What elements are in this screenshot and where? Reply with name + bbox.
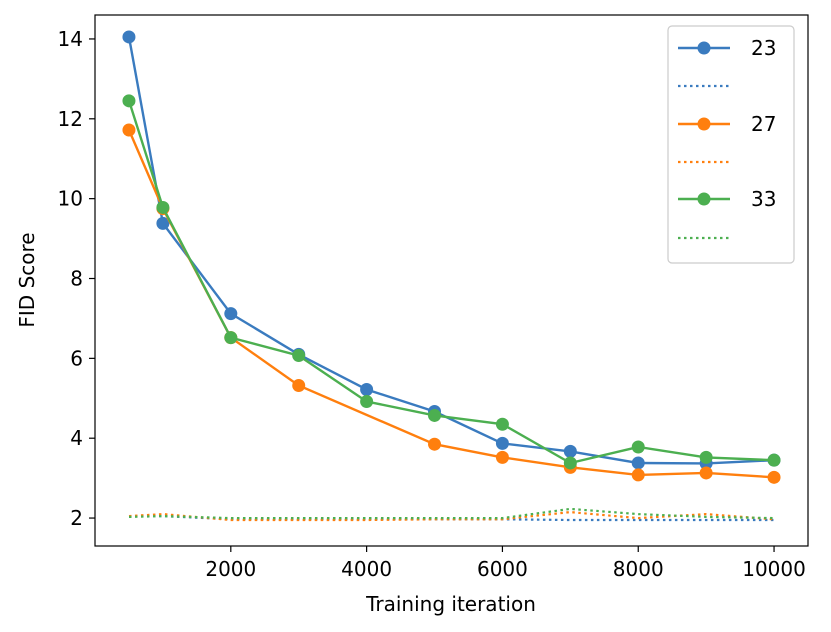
y-tick-label: 6 [70,346,83,370]
series-33-point [292,349,306,363]
series-27-point [495,450,509,464]
x-tick-label: 2000 [205,557,256,581]
series-23-point [224,307,238,321]
series-23-point [156,216,170,230]
series-27-point [122,123,136,137]
x-tick-label: 6000 [477,557,528,581]
series-23-point [122,30,136,44]
series-33-point [122,94,136,108]
y-tick-label: 14 [58,27,83,51]
series-dotted-5-line [128,507,775,520]
y-tick-label: 2 [70,506,83,530]
series-33-point [360,394,374,408]
series-27-point [631,468,645,482]
legend-marker [697,41,711,55]
legend: 23 27 33 [667,25,795,264]
series-33-point [767,453,781,467]
series-33-point [495,417,509,431]
y-tick-label: 10 [58,187,83,211]
series-27-point [767,470,781,484]
series-27-point [699,466,713,480]
series-23-point [631,456,645,470]
y-axis-label: FID Score [15,232,39,327]
legend-label: 27 [751,112,776,136]
series-33-point [428,408,442,422]
y-tick-label: 12 [58,107,83,131]
series-33-point [631,440,645,454]
y-tick-label: 8 [70,267,83,291]
series-23-point [495,436,509,450]
x-tick-label: 8000 [613,557,664,581]
series-27-point [292,379,306,393]
x-axis-label: Training iteration [365,592,536,616]
series-33-point [699,450,713,464]
legend-label: 33 [751,187,776,211]
series-27-point [428,437,442,451]
x-tick-label: 4000 [341,557,392,581]
legend-marker [697,192,711,206]
y-tick-label: 4 [70,426,83,450]
x-tick-label: 10000 [742,557,806,581]
series-23-point [563,444,577,458]
series-33-point [563,456,577,470]
series-23-point [360,382,374,396]
legend-box [667,25,795,264]
series-33-point [156,200,170,214]
legend-marker [697,117,711,131]
series-33-point [224,331,238,345]
legend-label: 23 [751,36,776,60]
